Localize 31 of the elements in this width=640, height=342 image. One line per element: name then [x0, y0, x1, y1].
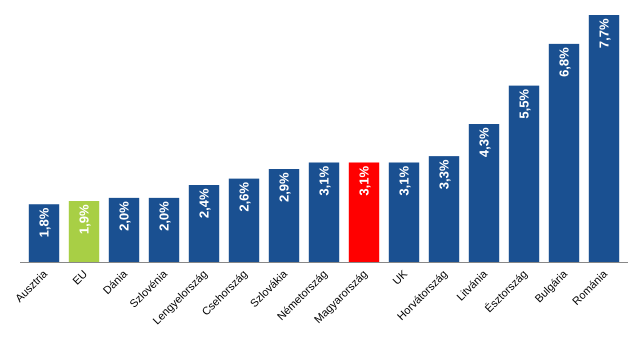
bar: [468, 124, 500, 262]
bar: [108, 198, 140, 262]
bar: [228, 178, 260, 262]
bar: [148, 198, 180, 262]
bar: [348, 162, 380, 262]
bar: [308, 162, 340, 262]
data-label: 3,1%: [396, 166, 412, 196]
data-label: 6,8%: [556, 46, 572, 77]
bar: [588, 15, 620, 262]
data-label: 1,8%: [36, 207, 52, 238]
data-label: 7,7%: [596, 18, 612, 48]
data-label: 2,9%: [276, 172, 292, 202]
bar: [548, 44, 580, 262]
data-label: 3,1%: [356, 166, 372, 196]
bar: [188, 185, 220, 262]
bar: [268, 168, 300, 262]
bar: [508, 86, 540, 262]
bar: [68, 201, 100, 262]
data-label: 2,4%: [196, 188, 212, 218]
bar: [28, 204, 60, 262]
data-label: 2,6%: [236, 182, 252, 212]
bar: [428, 156, 460, 262]
data-label: 3,3%: [436, 159, 452, 190]
data-label: 5,5%: [516, 88, 532, 119]
data-label: 3,1%: [316, 166, 332, 196]
x-tick-label: EU: [70, 268, 90, 288]
bar: [388, 162, 420, 262]
data-label: 2,0%: [156, 200, 172, 231]
data-label: 1,9%: [76, 204, 92, 234]
data-label: 4,3%: [476, 127, 492, 158]
data-label: 2,0%: [116, 200, 132, 231]
